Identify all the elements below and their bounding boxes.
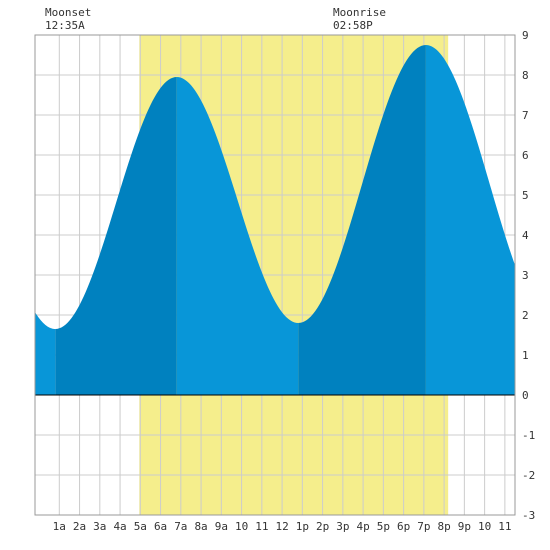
- y-tick-label: -2: [522, 469, 535, 482]
- y-tick-label: 8: [522, 69, 529, 82]
- y-tick-label: 1: [522, 349, 529, 362]
- x-tick-label: 11: [255, 520, 268, 533]
- y-tick-label: -3: [522, 509, 535, 522]
- x-tick-label: 1p: [296, 520, 309, 533]
- x-tick-label: 7a: [174, 520, 187, 533]
- x-tick-label: 4a: [113, 520, 126, 533]
- x-tick-label: 5p: [377, 520, 390, 533]
- y-tick-label: 5: [522, 189, 529, 202]
- y-tick-label: 4: [522, 229, 529, 242]
- x-axis-tick-labels: 1a 2a 3a 4a 5a 6a 7a 8a 9a 10 11 12 1p 2p 3p 4p 5p 6p 7p 8p…: [53, 520, 512, 533]
- tide-falling-area: [425, 45, 515, 395]
- x-tick-label: 8p: [437, 520, 450, 533]
- x-tick-label: 8a: [194, 520, 207, 533]
- x-tick-label: 6p: [397, 520, 410, 533]
- y-tick-label: 0: [522, 389, 529, 402]
- x-tick-label: 9a: [215, 520, 228, 533]
- x-tick-label: 12: [275, 520, 288, 533]
- y-tick-label: 7: [522, 109, 529, 122]
- moonrise-time: 02:58P: [333, 19, 373, 32]
- x-tick-label: 11: [498, 520, 511, 533]
- tide-rising-area: [298, 45, 426, 395]
- y-tick-label: 6: [522, 149, 529, 162]
- moonset-time: 12:35A: [45, 19, 85, 32]
- x-tick-label: 2a: [73, 520, 86, 533]
- y-tick-label: 3: [522, 269, 529, 282]
- x-tick-label: 6a: [154, 520, 167, 533]
- x-tick-label: 5a: [134, 520, 147, 533]
- y-tick-label: 2: [522, 309, 529, 322]
- x-tick-label: 10: [478, 520, 491, 533]
- x-tick-label: 9p: [458, 520, 471, 533]
- tide-falling-area: [176, 77, 299, 395]
- x-tick-label: 2p: [316, 520, 329, 533]
- y-tick-label: 9: [522, 29, 529, 42]
- moonrise-label: Moonrise: [333, 6, 386, 19]
- tide-rising-area: [55, 77, 177, 395]
- x-tick-label: 1a: [53, 520, 66, 533]
- moonset-label: Moonset: [45, 6, 91, 19]
- y-tick-label: -1: [522, 429, 535, 442]
- x-tick-label: 3a: [93, 520, 106, 533]
- tide-falling-area: [35, 312, 56, 395]
- x-tick-label: 3p: [336, 520, 349, 533]
- plot-border: [34, 34, 516, 516]
- x-tick-label: 10: [235, 520, 248, 533]
- y-axis-tick-labels: -3 -2 -1 0 1 2 3 4 5 6 7 8 9: [522, 29, 535, 522]
- x-tick-label: 7p: [417, 520, 430, 533]
- tide-areas: [35, 45, 515, 395]
- x-tick-label: 4p: [356, 520, 369, 533]
